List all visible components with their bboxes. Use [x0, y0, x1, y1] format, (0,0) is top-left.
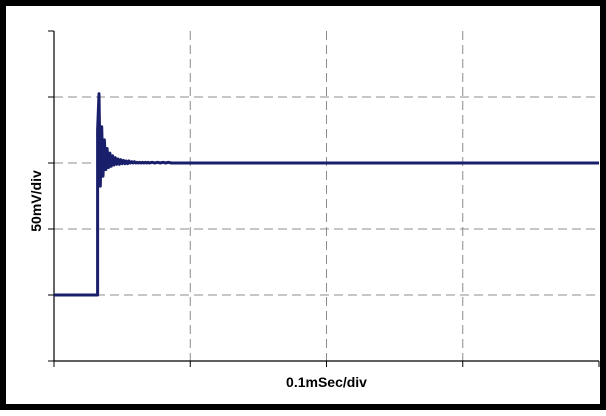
x-axis-title: 0.1mSec/div [286, 374, 367, 390]
grid-layer [54, 31, 599, 361]
waveform-chart: 0.1mSec/div 50mV/div [6, 6, 606, 416]
tick-layer [48, 31, 599, 367]
y-axis-title: 50mV/div [28, 170, 44, 232]
